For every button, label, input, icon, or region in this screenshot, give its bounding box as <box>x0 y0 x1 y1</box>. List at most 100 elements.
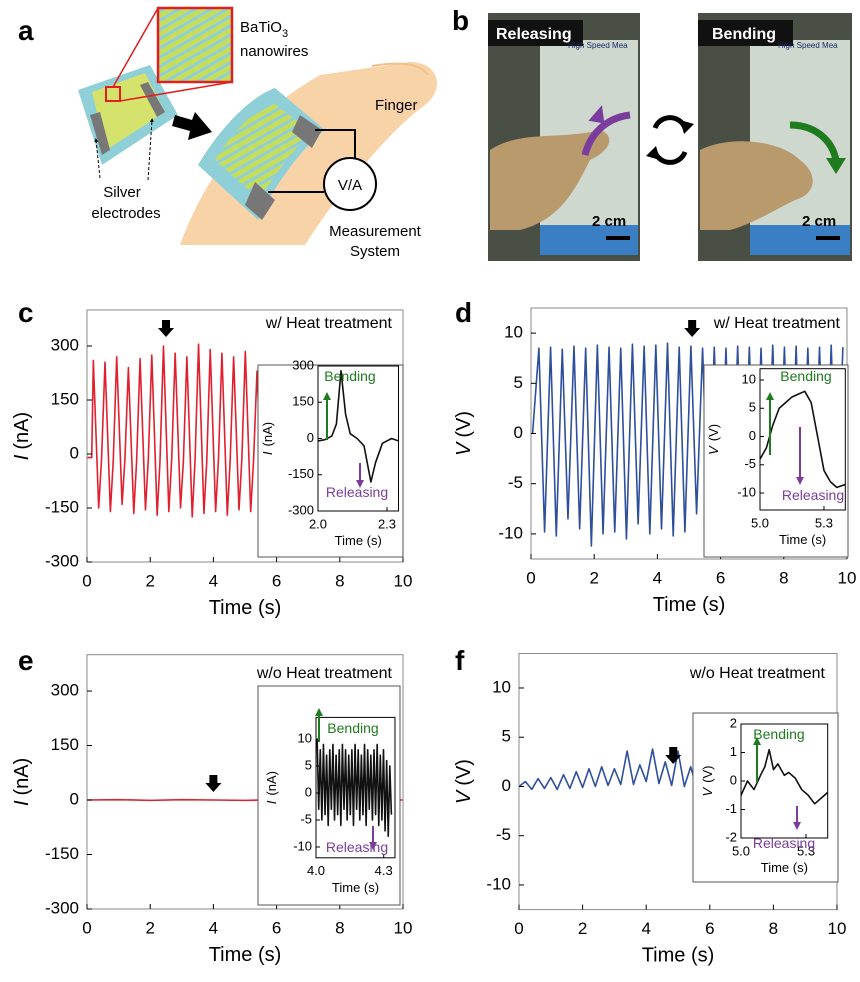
y-axis-title: I (nA) <box>11 758 33 806</box>
axis-unit: (nA) <box>264 771 279 796</box>
x-tick-label: 10 <box>394 571 413 590</box>
x-tick-label: 0 <box>526 568 535 587</box>
y-tick-label: -10 <box>498 523 523 542</box>
y-tick-label: -10 <box>293 838 312 853</box>
electrode-label: Silver <box>103 184 141 201</box>
y-tick-label: -5 <box>744 456 756 471</box>
screen-text: High Speed Mea <box>568 41 628 50</box>
y-tick-label: 0 <box>305 784 312 799</box>
meter <box>323 157 377 211</box>
inset-frame <box>257 364 404 558</box>
bending-label: Bending <box>780 368 831 384</box>
y-tick-label: -10 <box>737 484 756 499</box>
axis-variable: I <box>11 800 33 806</box>
motion-arrow-head <box>588 105 605 124</box>
inset: -10 -5 0 5 10 4.0 4.3 Time (s) I (nA) Bending Relea… <box>257 685 401 906</box>
axis-unit: (V) <box>706 424 721 441</box>
inset: -300 -150 0 150 300 2.0 2.3 Time (s) I (nA) Bendin… <box>257 357 404 558</box>
time-marker <box>205 775 222 792</box>
finger-label: Finger <box>375 97 418 114</box>
plot-data <box>318 370 399 483</box>
y-tick-label: -5 <box>508 473 523 492</box>
chart-panel: e -300 -150 0 150 300 0 2 4 6 8 10 Time (s) I (nA) w/o … <box>11 645 412 966</box>
y-tick-label: 10 <box>492 677 511 696</box>
x-tick-label: 8 <box>335 918 344 937</box>
cycle-arrow-head <box>646 146 660 160</box>
x-axis-title: Time (s) <box>335 533 382 548</box>
state-tag <box>488 20 583 46</box>
x-tick-label: 4 <box>641 919 650 938</box>
axis-variable: V <box>453 789 475 804</box>
nanowire-film <box>215 102 312 200</box>
inset: -10 -5 0 5 10 5.0 5.3 Time (s) V (V) Bending Releas… <box>703 364 849 558</box>
x-tick-label: 4 <box>209 571 218 590</box>
x-tick-label: 2 <box>578 919 587 938</box>
data-line <box>318 370 399 483</box>
x-tick-label: 4.3 <box>375 863 393 878</box>
plot-data <box>760 390 846 489</box>
y-axis-title: V (V) <box>453 411 475 456</box>
x-tick-label: 4 <box>653 568 662 587</box>
motion-arrow <box>789 121 840 161</box>
releasing-label: Releasing <box>326 839 388 855</box>
treatment-label: w/o Heat treatment <box>256 665 393 682</box>
state-tag <box>698 20 793 46</box>
x-axis-title: Time (s) <box>761 860 808 875</box>
y-tick-label: 10 <box>742 371 756 386</box>
subscript: 3 <box>282 28 288 40</box>
axis-unit: (V) <box>453 411 475 438</box>
y-tick-label: 300 <box>292 357 314 372</box>
x-tick-label: 8 <box>769 919 778 938</box>
y-tick-label: -300 <box>45 898 79 917</box>
releasing-arrow-head <box>796 477 804 485</box>
zoom-view <box>156 6 234 84</box>
electrode <box>245 182 275 220</box>
data-line <box>741 748 828 805</box>
bending-arrow-head <box>753 737 761 745</box>
inset-frame <box>692 712 839 883</box>
y-tick-label: -10 <box>486 874 511 893</box>
y-tick-label: 5 <box>514 373 523 392</box>
panel-label: a <box>18 15 34 46</box>
system-label: System <box>350 243 400 260</box>
x-tick-label: 5.3 <box>815 515 833 530</box>
x-tick-label: 0 <box>82 571 91 590</box>
x-tick-label: 5.0 <box>751 515 769 530</box>
y-tick-label: 5 <box>502 727 511 746</box>
bending-arrow-head <box>323 392 331 400</box>
x-tick-label: 2 <box>589 568 598 587</box>
bending-label: Bending <box>753 726 804 742</box>
releasing-label: Releasing <box>753 835 815 851</box>
x-tick-label: 10 <box>394 918 413 937</box>
cycle-arrow <box>652 115 688 130</box>
hand <box>700 141 813 230</box>
axis-variable: I <box>260 451 275 455</box>
y-tick-label: 150 <box>51 735 79 754</box>
x-tick-label: 5.3 <box>797 843 815 858</box>
y-tick-label: -2 <box>725 829 737 844</box>
plot-data <box>316 738 393 837</box>
y-tick-label: 150 <box>292 394 314 409</box>
y-tick-label: -5 <box>496 825 511 844</box>
x-axis-title: Time (s) <box>332 880 379 895</box>
motion-arrow-head <box>826 158 846 174</box>
y-tick-label: 10 <box>504 323 523 342</box>
axis-unit: (nA) <box>260 422 275 447</box>
y-tick-label: 300 <box>51 335 79 354</box>
data-line <box>760 390 846 489</box>
x-tick-label: 2.3 <box>378 516 396 531</box>
y-tick-label: 0 <box>307 430 314 445</box>
bending-arrow-head <box>315 708 323 716</box>
y-tick-label: 0 <box>502 776 511 795</box>
y-axis-title: V (V) <box>700 765 715 796</box>
y-tick-label: -150 <box>288 466 314 481</box>
electrode-label: electrodes <box>91 205 160 222</box>
y-tick-label: 150 <box>51 389 79 408</box>
meter-label: V/A <box>338 177 362 194</box>
nail <box>371 62 429 76</box>
y-axis-title: V (V) <box>706 424 721 455</box>
y-tick-label: 10 <box>298 730 312 745</box>
time-marker <box>158 320 174 337</box>
